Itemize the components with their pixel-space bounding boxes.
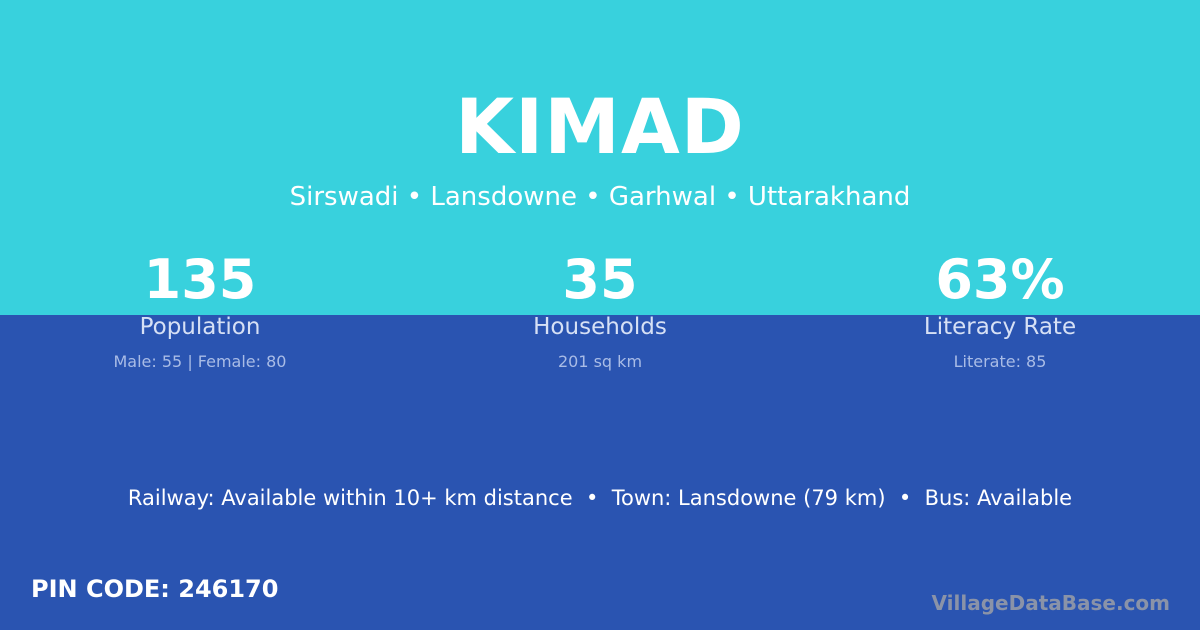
stat-value: 35 <box>562 248 638 311</box>
stat-population: 135 Population Male: 55 | Female: 80 <box>0 248 400 371</box>
stat-label: Households <box>533 314 667 340</box>
stat-literacy: 63% Literacy Rate Literate: 85 <box>800 248 1200 371</box>
stat-value: 135 <box>143 248 257 311</box>
location-breadcrumb: Sirswadi • Lansdowne • Garhwal • Uttarak… <box>289 182 911 212</box>
header-band <box>0 0 1200 315</box>
stat-households: 35 Households 201 sq km <box>400 248 800 371</box>
stat-value: 63% <box>935 248 1065 311</box>
brand-logo: VillageDataBase.com <box>931 591 1170 615</box>
stat-detail: Literate: 85 <box>953 352 1047 371</box>
facilities-line: Railway: Available within 10+ km distanc… <box>127 486 1073 510</box>
pin-code: PIN CODE: 246170 <box>31 575 279 603</box>
stat-detail: 201 sq km <box>557 352 643 371</box>
stat-label: Literacy Rate <box>923 314 1077 340</box>
stat-label: Population <box>139 314 261 340</box>
stat-detail: Male: 55 | Female: 80 <box>113 352 287 371</box>
footer-band <box>0 315 1200 630</box>
village-title: KIMAD <box>455 82 745 171</box>
